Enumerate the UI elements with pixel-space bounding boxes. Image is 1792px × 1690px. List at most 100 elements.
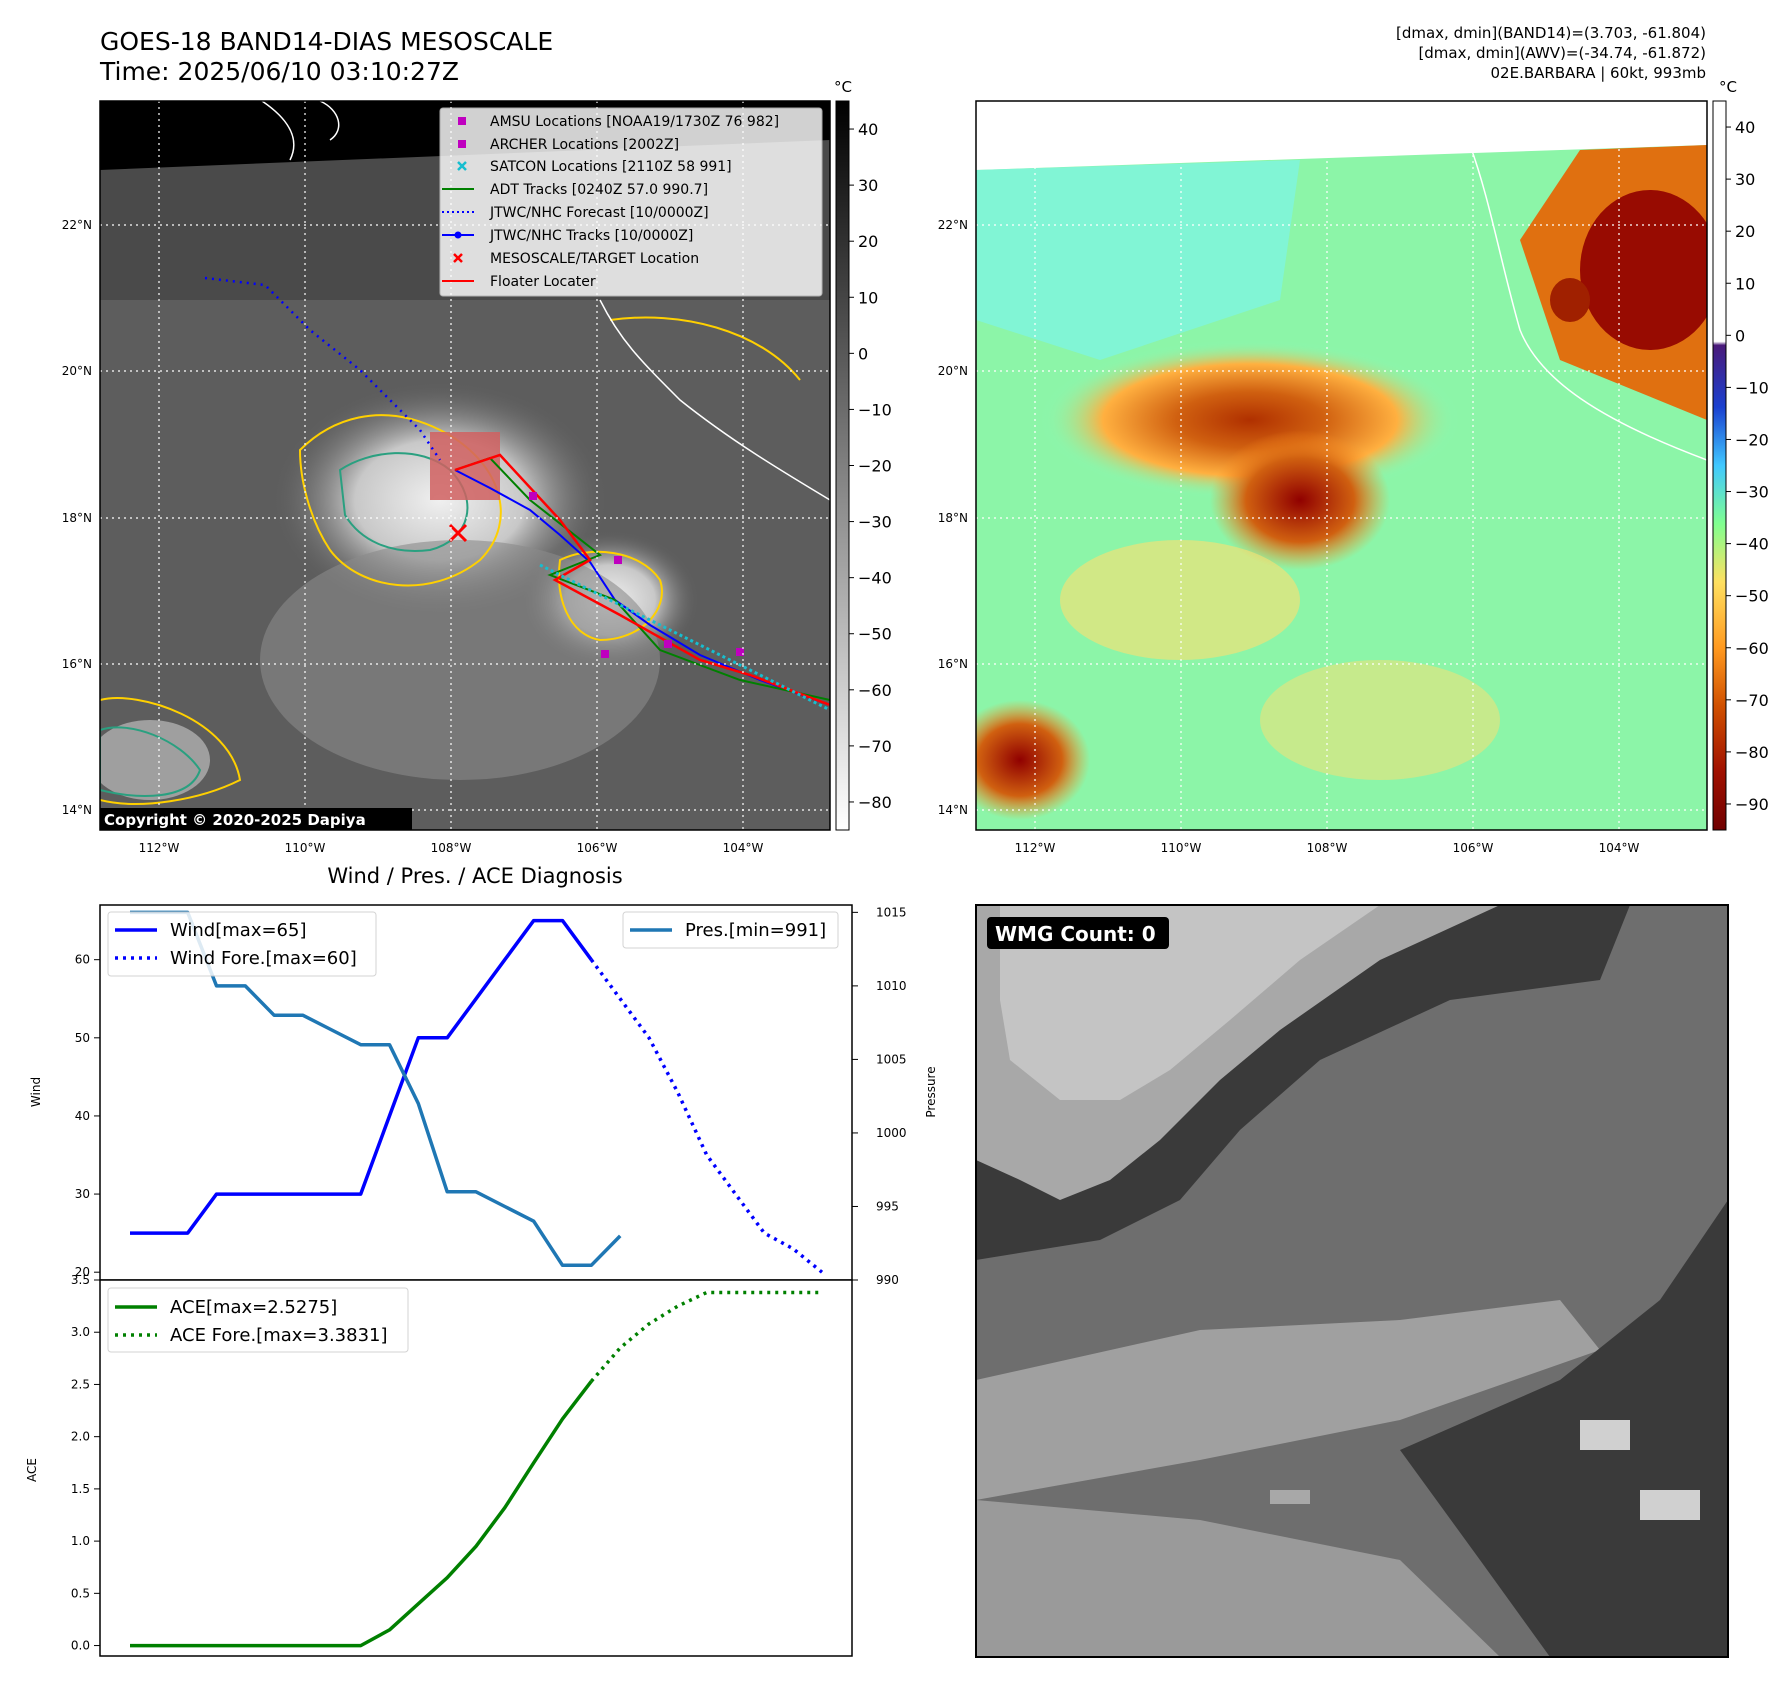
legend-floater: Floater Locater	[490, 274, 596, 290]
pressure-tick-label: 1005	[876, 1052, 907, 1066]
awv-lon-110: 110°W	[1161, 841, 1202, 855]
awv-lon-106: 106°W	[1453, 841, 1494, 855]
pressure-tick-label: 1000	[876, 1126, 907, 1140]
ir-colorbar-tick-label: −60	[858, 681, 892, 700]
info-line-1: [dmax, dmin](BAND14)=(3.703, -61.804)	[1396, 24, 1706, 42]
awv-colorbar-tick-label: −80	[1735, 743, 1769, 762]
info-line-2: [dmax, dmin](AWV)=(-34.74, -61.872)	[1418, 44, 1706, 62]
ir-colorbar	[835, 100, 850, 831]
pressure-tick-label: 990	[876, 1273, 899, 1287]
ir-lon-108: 108°W	[431, 841, 472, 855]
pressure-tick-label: 995	[876, 1199, 899, 1213]
ace-tick-label: 3.0	[71, 1325, 90, 1339]
legend-wind-fore: Wind Fore.[max=60]	[170, 948, 357, 969]
wmg-imagery	[976, 905, 1728, 1657]
ir-colorbar-unit: °C	[834, 78, 852, 96]
ir-lon-110: 110°W	[285, 841, 326, 855]
legend-tracks-dot	[454, 231, 462, 239]
awv-colorbar-tick-label: −40	[1735, 535, 1769, 554]
legend-target: MESOSCALE/TARGET Location	[490, 251, 699, 267]
wind-pressure-chart: 20 30 40 50 60 990 995 1000 1005 1010 1015 Wind P…	[29, 904, 938, 1287]
ace-axis-label: ACE	[25, 1458, 39, 1482]
wind-tick-label: 30	[75, 1187, 90, 1201]
pressure-yaxis: 990 995 1000 1005 1010 1015	[852, 905, 907, 1287]
legend-amsu-marker	[458, 117, 466, 125]
legend-tracks: JTWC/NHC Tracks [10/0000Z]	[489, 228, 693, 244]
awv-map-panel: 22°N 20°N 18°N 16°N 14°N 112°W 110°W 108…	[938, 78, 1769, 855]
ir-colorbar-tick-label: −70	[858, 737, 892, 756]
wind-tick-label: 60	[75, 953, 90, 967]
ir-lon-104: 104°W	[723, 841, 764, 855]
pressure-tick-label: 1015	[876, 905, 907, 919]
ir-colorbar-tick-label: 10	[858, 288, 878, 307]
ace-tick-label: 2.0	[71, 1430, 90, 1444]
ir-lat-14: 14°N	[62, 803, 92, 817]
legend-ace-fore: ACE Fore.[max=3.3831]	[170, 1325, 388, 1346]
awv-colorbar-tick-label: −30	[1735, 483, 1769, 502]
copyright-text: Copyright © 2020-2025 Dapiya	[104, 811, 366, 829]
awv-lat-20: 20°N	[938, 364, 968, 378]
ir-lon-106: 106°W	[577, 841, 618, 855]
wind-yaxis: 20 30 40 50 60	[75, 953, 100, 1279]
legend-pres: Pres.[min=991]	[685, 920, 826, 941]
awv-colorbar	[1712, 100, 1727, 831]
awv-colorbar-unit: °C	[1719, 78, 1737, 96]
legend-adt: ADT Tracks [0240Z 57.0 990.7]	[490, 182, 708, 198]
awv-colorbar-tick-label: −20	[1735, 430, 1769, 449]
awv-colorbar-tick-label: −70	[1735, 691, 1769, 710]
figure-title-line1: GOES-18 BAND14-DIAS MESOSCALE	[100, 27, 553, 56]
awv-lon-104: 104°W	[1599, 841, 1640, 855]
ir-colorbar-tick-label: 40	[858, 120, 878, 139]
ir-colorbar-tick-label: −80	[858, 793, 892, 812]
ace-chart: 0.0 0.5 1.0 1.5 2.0 2.5 3.0 3.5 ACE ACE[max=2.5…	[25, 1273, 853, 1657]
wind-tick-label: 50	[75, 1031, 90, 1045]
legend-amsu: AMSU Locations [NOAA19/1730Z 76 982]	[490, 114, 779, 130]
wind-tick-label: 40	[75, 1109, 90, 1123]
awv-lat-16: 16°N	[938, 657, 968, 671]
ace-tick-label: 0.0	[71, 1639, 90, 1653]
copyright-badge	[100, 808, 412, 830]
ir-colorbar-tick-label: 0	[858, 344, 868, 363]
awv-colorbar-tick-label: 0	[1735, 326, 1745, 345]
ace-tick-label: 0.5	[71, 1586, 90, 1600]
ir-colorbar-tick-label: 20	[858, 232, 878, 251]
info-line-3: 02E.BARBARA | 60kt, 993mb	[1491, 64, 1706, 82]
wmg-panel: WMG Count: 0	[975, 904, 1729, 1658]
legend-satcon-marker	[457, 161, 467, 171]
awv-imagery	[976, 101, 1707, 830]
awv-colorbar-tick-label: 40	[1735, 118, 1755, 137]
awv-colorbar-tick-label: 20	[1735, 222, 1755, 241]
awv-lat-22: 22°N	[938, 218, 968, 232]
wmg-badge	[987, 917, 1169, 949]
ir-colorbar-ticks: 40 30 20 10 0 −10 −20 −30 −40 −50 −60 −70 −80	[849, 120, 892, 812]
ace-legend: ACE[max=2.5275] ACE Fore.[max=3.3831]	[107, 1287, 409, 1353]
legend-target-marker	[453, 253, 463, 263]
awv-colorbar-tick-label: 10	[1735, 274, 1755, 293]
ace-forecast-line	[589, 1290, 822, 1383]
legend-ace: ACE[max=2.5275]	[170, 1297, 337, 1318]
ace-series	[130, 1290, 822, 1648]
ace-tick-label: 2.5	[71, 1377, 90, 1391]
awv-lon-labels: 112°W 110°W 108°W 106°W 104°W	[1015, 841, 1640, 855]
legend-wind: Wind[max=65]	[170, 920, 307, 941]
ir-colorbar-tick-label: −20	[858, 457, 892, 476]
pressure-legend: Pres.[min=991]	[622, 911, 839, 949]
awv-colorbar-tick-label: −60	[1735, 639, 1769, 658]
ir-colorbar-tick-label: −10	[858, 400, 892, 419]
ir-colorbar-tick-label: −40	[858, 569, 892, 588]
awv-lat-14: 14°N	[938, 803, 968, 817]
awv-lon-108: 108°W	[1307, 841, 1348, 855]
pressure-tick-label: 1010	[876, 979, 907, 993]
diagnosis-title: Wind / Pres. / ACE Diagnosis	[327, 864, 622, 888]
legend-satcon: SATCON Locations [2110Z 58 991]	[490, 159, 732, 175]
ace-tick-label: 1.0	[71, 1534, 90, 1548]
ir-legend: AMSU Locations [NOAA19/1730Z 76 982] ARC…	[439, 107, 823, 297]
wind-forecast-line	[589, 958, 824, 1274]
wind-legend: Wind[max=65] Wind Fore.[max=60]	[107, 911, 377, 977]
ir-colorbar-tick-label: −30	[858, 513, 892, 532]
ir-colorbar-tick-label: −50	[858, 625, 892, 644]
legend-archer: ARCHER Locations [2002Z]	[490, 137, 679, 153]
ir-lon-112: 112°W	[139, 841, 180, 855]
ir-lat-22: 22°N	[62, 218, 92, 232]
awv-colorbar-tick-label: −10	[1735, 378, 1769, 397]
